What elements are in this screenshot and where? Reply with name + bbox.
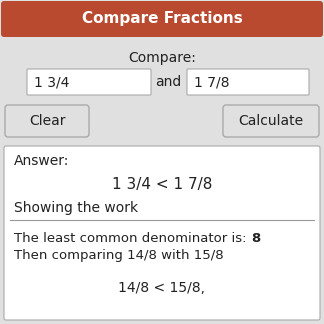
FancyBboxPatch shape — [187, 69, 309, 95]
FancyBboxPatch shape — [1, 1, 323, 37]
Text: Compare:: Compare: — [128, 51, 196, 65]
Text: Answer:: Answer: — [14, 154, 69, 168]
Text: Clear: Clear — [29, 114, 65, 128]
Text: 1 3/4 < 1 7/8: 1 3/4 < 1 7/8 — [112, 177, 212, 191]
Text: The least common denominator is:: The least common denominator is: — [14, 232, 251, 245]
Text: 14/8 < 15/8,: 14/8 < 15/8, — [119, 281, 205, 295]
Text: Then comparing 14/8 with 15/8: Then comparing 14/8 with 15/8 — [14, 249, 224, 261]
Text: 1 7/8: 1 7/8 — [194, 75, 229, 89]
Text: 1 3/4: 1 3/4 — [34, 75, 69, 89]
FancyBboxPatch shape — [27, 69, 151, 95]
Text: 8: 8 — [251, 232, 260, 245]
Text: Compare Fractions: Compare Fractions — [82, 11, 242, 27]
FancyBboxPatch shape — [4, 146, 320, 320]
FancyBboxPatch shape — [223, 105, 319, 137]
Text: and: and — [155, 75, 181, 89]
Text: Showing the work: Showing the work — [14, 201, 138, 215]
Text: Calculate: Calculate — [238, 114, 304, 128]
FancyBboxPatch shape — [5, 105, 89, 137]
